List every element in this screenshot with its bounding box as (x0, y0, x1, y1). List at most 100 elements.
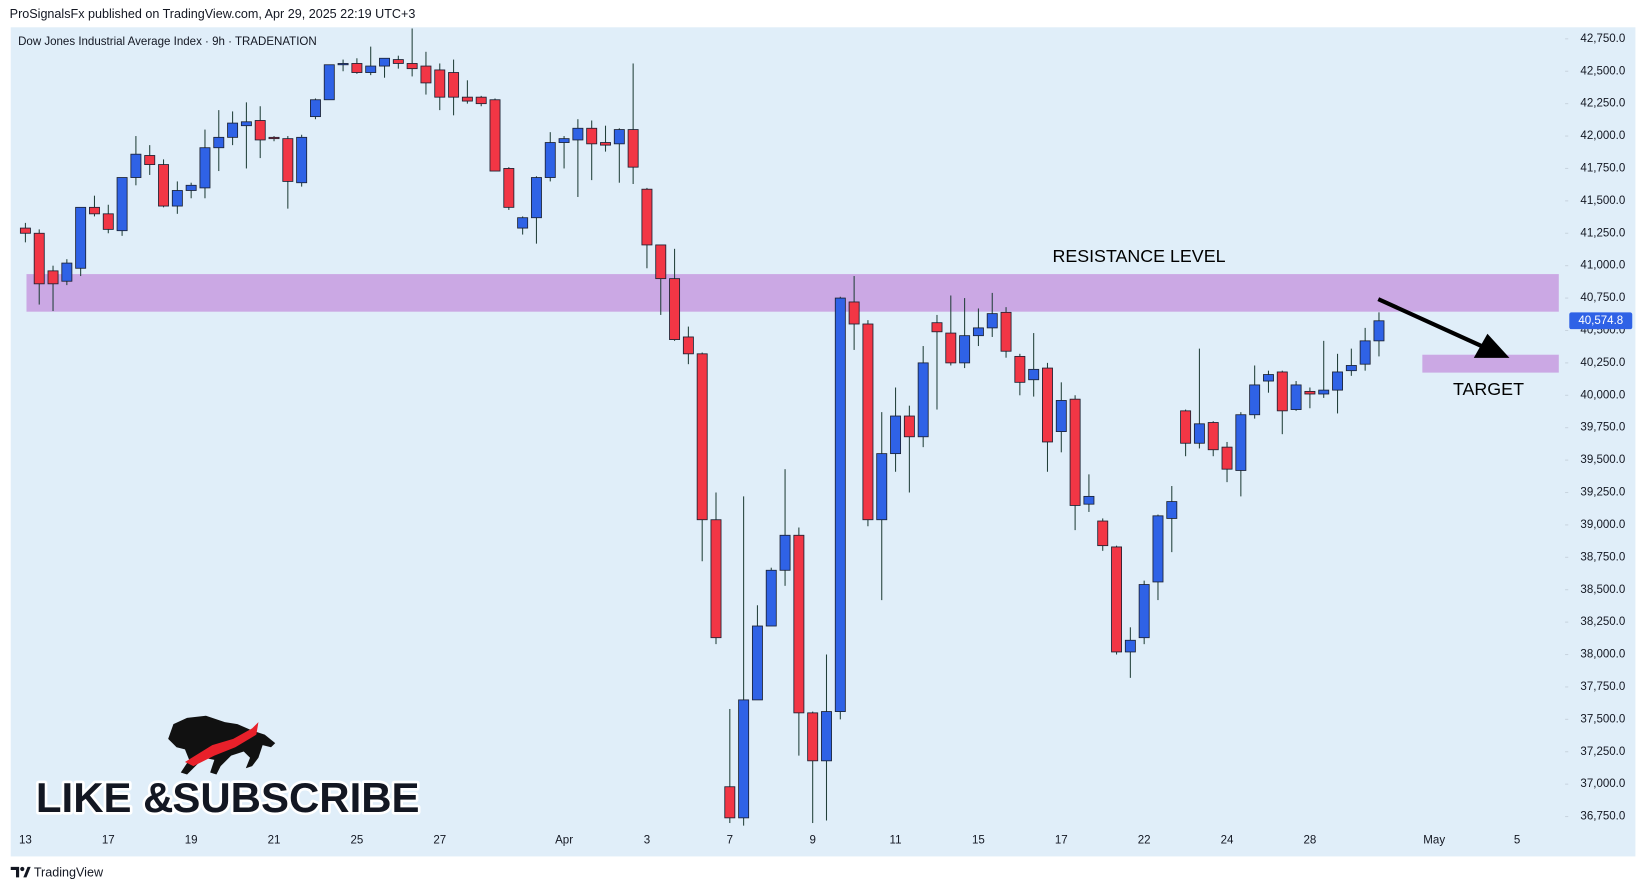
candle-body (365, 65, 377, 73)
candle-body (807, 712, 819, 762)
footer-logo: TradingView (10, 866, 104, 880)
candle-body (323, 64, 335, 101)
y-tick-label: 39,500.0 (1580, 454, 1625, 466)
candle-body (116, 177, 128, 232)
arrow (1377, 297, 1510, 358)
candle-body (696, 353, 708, 521)
y-tick-label: 38,250.0 (1580, 616, 1625, 628)
candle-body (392, 59, 404, 64)
y-tick-label: 37,250.0 (1580, 746, 1625, 758)
candle-body (1180, 410, 1192, 444)
y-tick-label: 37,000.0 (1580, 778, 1625, 790)
candle-body (544, 142, 556, 178)
candle-body (199, 147, 211, 189)
x-tick-label: Apr (555, 835, 573, 847)
candle-body (89, 206, 100, 215)
x-tick-label: 3 (644, 835, 650, 847)
candle-body (33, 232, 45, 285)
publisher-header: ProSignalsFx published on TradingView.co… (10, 7, 416, 21)
y-tick-label: 40,000.0 (1580, 389, 1625, 401)
candle-body (1111, 546, 1123, 653)
candle-body (1304, 390, 1316, 395)
candle-body (296, 136, 308, 184)
candle-body (1332, 371, 1343, 391)
x-tick-label: 17 (102, 835, 115, 847)
y-tick-label: 42,500.0 (1580, 65, 1625, 77)
candle-body (738, 699, 750, 819)
candle-body (144, 155, 156, 165)
candle-body (185, 184, 197, 191)
y-tick-label: 38,750.0 (1580, 551, 1625, 563)
candle-body (1207, 422, 1219, 451)
candle-body (1290, 384, 1302, 410)
candle-body (1263, 374, 1274, 382)
candle-body (489, 99, 501, 172)
candle-body (530, 177, 542, 219)
candle-body (627, 129, 639, 168)
candle-body (931, 322, 943, 333)
candle-body (1249, 384, 1261, 416)
candle-body (890, 415, 902, 455)
candle-body (517, 217, 529, 229)
x-tick-label: 9 (809, 835, 815, 847)
zone-label: TARGET (1453, 379, 1524, 399)
x-tick-label: 21 (268, 835, 281, 847)
candle-body (351, 63, 363, 73)
subscribe-text-2: SUBSCRIBE (172, 774, 419, 821)
candle-body (986, 313, 998, 329)
candle-body (503, 168, 515, 208)
candle-body (171, 190, 183, 207)
candle-body (724, 786, 736, 819)
candle-body (282, 138, 294, 182)
candle-body (600, 142, 611, 146)
footer-text: TradingView (34, 866, 104, 880)
candle-body (1345, 365, 1357, 372)
candle-body (1124, 639, 1136, 653)
y-tick-label: 38,000.0 (1580, 649, 1625, 661)
candle-body (1097, 520, 1109, 547)
candle-body (862, 323, 874, 521)
candle-body (158, 164, 169, 207)
price-tag-label: 40,574.8 (1578, 315, 1623, 327)
candle-body (213, 136, 225, 149)
candle-body (379, 57, 390, 67)
candle-body (75, 206, 87, 269)
candle-body (1069, 398, 1081, 506)
zone-label: RESISTANCE LEVEL (1052, 246, 1225, 266)
candle-body (765, 569, 777, 627)
candle-body (793, 534, 805, 714)
candle-body (1359, 340, 1371, 365)
zone (26, 274, 1559, 312)
candle-body (406, 63, 418, 70)
candle-body (959, 335, 971, 364)
y-tick-label: 42,750.0 (1580, 33, 1625, 45)
candle-body (130, 153, 142, 178)
y-tick-label: 41,000.0 (1580, 260, 1625, 272)
candle-body (903, 415, 915, 438)
y-tick-label: 41,500.0 (1580, 195, 1625, 207)
candle-body (669, 278, 681, 340)
y-tick-label: 41,250.0 (1580, 227, 1625, 239)
x-tick-label: 11 (890, 835, 902, 847)
y-tick-label: 42,000.0 (1580, 130, 1625, 142)
candle-body (19, 227, 31, 234)
y-tick-label: 40,750.0 (1580, 292, 1625, 304)
candle-body (821, 711, 832, 762)
candle-body (848, 301, 860, 325)
y-tick-label: 38,500.0 (1580, 584, 1625, 596)
x-tick-label: 13 (19, 835, 32, 847)
candle-body (337, 63, 349, 66)
candle-body (240, 121, 252, 127)
candle-body (1083, 495, 1095, 505)
y-tick-label: 37,500.0 (1580, 713, 1625, 725)
candle-body (1014, 355, 1026, 383)
candle-body (254, 120, 266, 141)
candle-body (945, 332, 957, 364)
candle-body (834, 297, 846, 712)
candle-body (1028, 368, 1040, 381)
candle-body (655, 244, 667, 280)
candle-body (47, 270, 59, 285)
candle-body (710, 519, 722, 639)
candle-body (613, 129, 625, 145)
